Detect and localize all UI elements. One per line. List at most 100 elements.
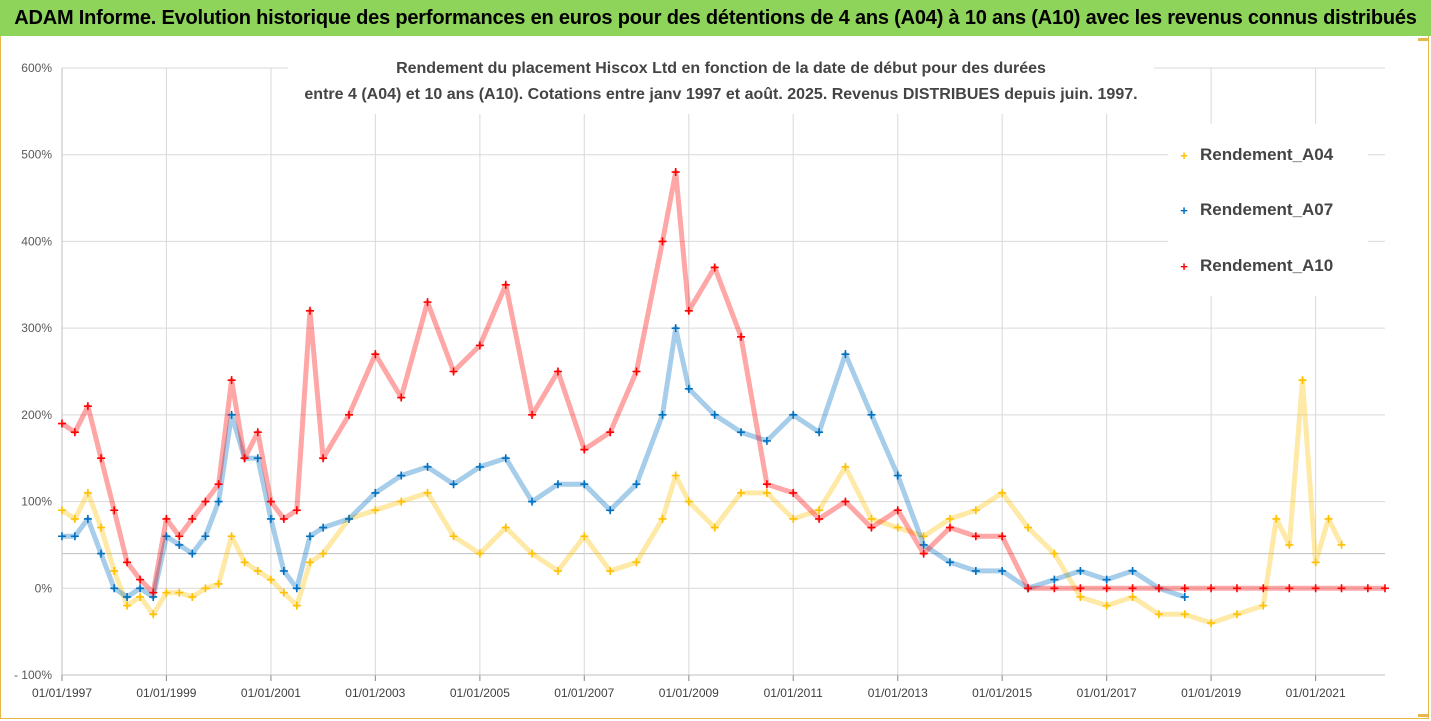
data-point [97, 454, 106, 463]
data-point [70, 428, 79, 437]
x-tick-label: 01/01/1999 [136, 686, 196, 700]
data-point [123, 558, 132, 567]
data-point [70, 514, 79, 523]
y-tick-label: 0% [35, 581, 53, 595]
data-point [867, 410, 876, 419]
series-trace [62, 325, 1186, 600]
x-tick-label: 01/01/2009 [659, 686, 719, 700]
x-tick-label: 01/01/2013 [868, 686, 928, 700]
data-point [1024, 523, 1033, 532]
data-point [1180, 592, 1189, 601]
scatter-chart: - 100% 0% 100% 200% 300% 400% 500% 600% 01/01/1… [14, 61, 1389, 700]
data-point [58, 532, 66, 541]
x-axis-ticks: 01/01/1997 01/01/1999 01/01/2001 01/01/2003… [32, 686, 1346, 700]
data-point [580, 445, 589, 454]
data-point [919, 532, 928, 541]
data-point [528, 497, 537, 506]
data-point [83, 402, 92, 411]
data-point [123, 592, 132, 601]
data-point [528, 549, 537, 558]
y-tick-label: 100% [21, 495, 52, 509]
data-point [397, 393, 406, 402]
data-point [1102, 575, 1111, 584]
data-point [188, 592, 197, 601]
data-point [1272, 514, 1281, 523]
series-rendement-a10 [58, 168, 1389, 597]
data-point [945, 514, 954, 523]
data-point [214, 480, 223, 489]
data-point [175, 588, 184, 597]
data-point [580, 532, 589, 541]
data-point [305, 558, 314, 567]
data-point [110, 584, 119, 593]
data-point [253, 454, 262, 463]
data-point [319, 454, 328, 463]
data-point [1207, 618, 1216, 627]
frame-corner-mark [1418, 38, 1428, 41]
data-point [371, 506, 380, 515]
data-point [1232, 584, 1241, 593]
data-point [266, 575, 275, 584]
data-point [893, 471, 902, 480]
data-point [737, 332, 746, 341]
data-point [1154, 610, 1163, 619]
data-point [528, 410, 537, 419]
data-point [553, 367, 562, 376]
data-point [345, 514, 354, 523]
data-point [945, 523, 954, 532]
data-point [423, 462, 432, 471]
y-axis-ticks: - 100% 0% 100% 200% 300% 400% 500% 600% [14, 61, 52, 682]
data-point [1154, 584, 1163, 593]
data-point [201, 584, 210, 593]
data-point [893, 506, 902, 515]
data-point [136, 592, 145, 601]
frame-corner-mark [1418, 714, 1428, 717]
data-point [919, 549, 928, 558]
data-point [292, 584, 301, 593]
data-point [580, 480, 589, 489]
data-point [1076, 584, 1085, 593]
data-point [227, 410, 236, 419]
data-point [1298, 376, 1307, 385]
data-point [998, 532, 1007, 541]
data-point [345, 410, 354, 419]
data-point [553, 480, 562, 489]
data-point [789, 410, 798, 419]
data-point [83, 488, 92, 497]
data-point [971, 506, 980, 515]
data-point [423, 488, 432, 497]
series-rendement-a04 [58, 376, 1346, 627]
plus-marker-icon: + [1180, 258, 1188, 274]
y-tick-label: 500% [21, 148, 52, 162]
data-point [253, 566, 262, 575]
data-point [1311, 584, 1320, 593]
data-point [998, 566, 1007, 575]
data-point [1180, 610, 1189, 619]
x-tick-label: 01/01/2001 [241, 686, 301, 700]
data-point [1363, 584, 1372, 593]
data-point [319, 523, 328, 532]
data-point [632, 367, 641, 376]
data-point [684, 497, 693, 506]
plus-marker-icon: + [1180, 147, 1188, 163]
x-tick-label: 01/01/2017 [1077, 686, 1137, 700]
data-point [998, 488, 1007, 497]
data-point [305, 532, 314, 541]
data-point [70, 532, 79, 541]
data-point [149, 588, 158, 597]
data-point [214, 497, 223, 506]
chart-title-line-1: Rendement du placement Hiscox Ltd en fon… [396, 60, 1046, 77]
data-point [762, 436, 771, 445]
data-point [449, 480, 458, 489]
data-point [240, 558, 249, 567]
data-point [1050, 584, 1059, 593]
legend-label-a04: Rendement_A04 [1200, 145, 1334, 164]
data-point [501, 523, 510, 532]
data-point [1311, 558, 1320, 567]
data-point [710, 263, 719, 272]
data-point [136, 584, 145, 593]
data-point [110, 566, 119, 575]
data-point [279, 566, 288, 575]
data-point [1102, 584, 1111, 593]
data-point [292, 506, 301, 515]
